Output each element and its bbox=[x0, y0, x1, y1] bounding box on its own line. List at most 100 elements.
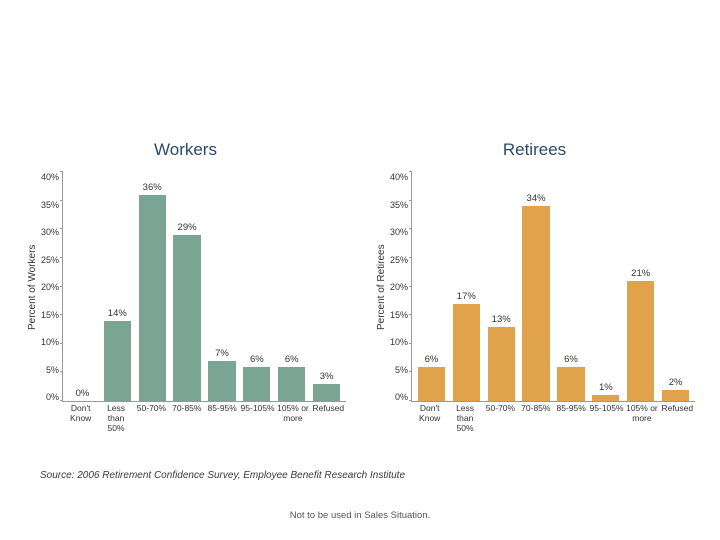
plot-area: 6%17%13%34%6%1%21%2% bbox=[411, 172, 695, 402]
y-tick-mark bbox=[409, 200, 412, 201]
bar-slot: 14% bbox=[100, 172, 135, 401]
chart-panel: WorkersPercent of Workers40%35%30%25%20%… bbox=[25, 140, 346, 450]
bar-slot: 6% bbox=[239, 172, 274, 401]
y-ticks: 40%35%30%25%20%15%10%5%0% bbox=[38, 172, 62, 402]
x-tick-label: Refused bbox=[311, 402, 346, 433]
x-tick-label: 95-105% bbox=[240, 402, 275, 433]
bar-value-label: 6% bbox=[414, 354, 449, 365]
x-tick-label: 85-95% bbox=[554, 402, 589, 433]
y-tick-mark bbox=[60, 228, 63, 229]
panel-title: Workers bbox=[25, 140, 346, 160]
bar-value-label: 36% bbox=[135, 182, 170, 193]
bar-value-label: 0% bbox=[65, 388, 100, 399]
bar-value-label: 3% bbox=[309, 371, 344, 382]
chart-panel: RetireesPercent of Retirees40%35%30%25%2… bbox=[374, 140, 695, 450]
bar-slot: 7% bbox=[205, 172, 240, 401]
x-labels: Don't KnowLess than 50%50-70%70-85%85-95… bbox=[412, 402, 695, 433]
bar-value-label: 21% bbox=[623, 268, 658, 279]
x-tick-label: 50-70% bbox=[483, 402, 518, 433]
y-tick-mark bbox=[409, 171, 412, 172]
y-tick-mark bbox=[60, 171, 63, 172]
x-tick-label: 50-70% bbox=[134, 402, 169, 433]
disclaimer: Not to be used in Sales Situation. bbox=[0, 510, 720, 521]
bar bbox=[488, 327, 515, 401]
bar-value-label: 17% bbox=[449, 291, 484, 302]
y-tick-mark bbox=[60, 257, 63, 258]
y-tick-mark bbox=[60, 200, 63, 201]
source-line: Source: 2006 Retirement Confidence Surve… bbox=[40, 470, 405, 481]
plot-wrap: Percent of Workers40%35%30%25%20%15%10%5… bbox=[25, 172, 346, 402]
bar-value-label: 6% bbox=[554, 354, 589, 365]
y-tick-label: 30% bbox=[38, 227, 59, 237]
bar-slot: 34% bbox=[519, 172, 554, 401]
y-tick-label: 30% bbox=[387, 227, 408, 237]
y-tick-mark bbox=[60, 400, 63, 401]
charts-row: Workers Percent of Workers40% 35% 30% 25% 20%… bbox=[25, 140, 695, 450]
y-tick-label: 15% bbox=[38, 310, 59, 320]
x-tick-label: 85-95% bbox=[205, 402, 240, 433]
y-tick-mark bbox=[409, 286, 412, 287]
y-tick-label: 15% bbox=[387, 310, 408, 320]
y-tick-mark bbox=[409, 371, 412, 372]
panel-title: Retirees bbox=[374, 140, 695, 160]
y-tick-label: 0% bbox=[387, 392, 408, 402]
bar-value-label: 6% bbox=[274, 354, 309, 365]
bar-slot: 17% bbox=[449, 172, 484, 401]
bar-value-label: 13% bbox=[484, 314, 519, 325]
bar-slot: 13% bbox=[484, 172, 519, 401]
plot-area: 0%14%36%29%7%6%6%3% bbox=[62, 172, 346, 402]
bar-value-label: 29% bbox=[170, 222, 205, 233]
bar-slot: 6% bbox=[274, 172, 309, 401]
bar bbox=[243, 367, 270, 401]
bar bbox=[662, 390, 689, 401]
bar-slot: 6% bbox=[414, 172, 449, 401]
bar-slot: 3% bbox=[309, 172, 344, 401]
y-tick-mark bbox=[409, 400, 412, 401]
bar-slot: 21% bbox=[623, 172, 658, 401]
x-tick-label: Refused bbox=[660, 402, 695, 433]
y-tick-mark bbox=[60, 343, 63, 344]
bar-value-label: 34% bbox=[519, 193, 554, 204]
x-tick-label: Less than 50% bbox=[98, 402, 133, 433]
x-tick-label: Don't Know bbox=[412, 402, 447, 433]
y-tick-label: 20% bbox=[387, 282, 408, 292]
bar-value-label: 1% bbox=[588, 382, 623, 393]
y-tick-label: 35% bbox=[38, 200, 59, 210]
y-tick-label: 25% bbox=[387, 255, 408, 265]
y-axis-label: Percent of Retirees bbox=[374, 172, 387, 402]
y-tick-label: 5% bbox=[387, 365, 408, 375]
bar bbox=[313, 384, 340, 401]
slide: 50% of Workers Expect to Live Comfortabl… bbox=[0, 0, 720, 540]
y-tick-label: 0% bbox=[38, 392, 59, 402]
y-tick-mark bbox=[409, 343, 412, 344]
bar-slot: 6% bbox=[554, 172, 589, 401]
plot-wrap: Percent of Retirees40%35%30%25%20%15%10%… bbox=[374, 172, 695, 402]
y-ticks: 40%35%30%25%20%15%10%5%0% bbox=[387, 172, 411, 402]
bar-slot: 36% bbox=[135, 172, 170, 401]
bar-value-label: 14% bbox=[100, 308, 135, 319]
y-tick-mark bbox=[60, 314, 63, 315]
y-tick-label: 35% bbox=[387, 200, 408, 210]
bar bbox=[557, 367, 584, 401]
y-tick-mark bbox=[409, 257, 412, 258]
y-tick-label: 40% bbox=[38, 172, 59, 182]
bar bbox=[104, 321, 131, 401]
bar bbox=[592, 395, 619, 401]
y-tick-mark bbox=[409, 314, 412, 315]
y-tick-label: 10% bbox=[387, 337, 408, 347]
y-tick-label: 20% bbox=[38, 282, 59, 292]
y-tick-label: 10% bbox=[38, 337, 59, 347]
bar-slot: 29% bbox=[170, 172, 205, 401]
x-tick-label: 105% or more bbox=[624, 402, 659, 433]
bar bbox=[139, 195, 166, 401]
bar-value-label: 7% bbox=[205, 348, 240, 359]
bar bbox=[627, 281, 654, 401]
bar bbox=[453, 304, 480, 401]
x-tick-label: 70-85% bbox=[518, 402, 553, 433]
y-tick-mark bbox=[409, 228, 412, 229]
bar bbox=[522, 206, 549, 401]
x-tick-label: Don't Know bbox=[63, 402, 98, 433]
bar-slot: 0% bbox=[65, 172, 100, 401]
x-tick-label: Less than 50% bbox=[447, 402, 482, 433]
y-axis-label: Percent of Workers bbox=[25, 172, 38, 402]
